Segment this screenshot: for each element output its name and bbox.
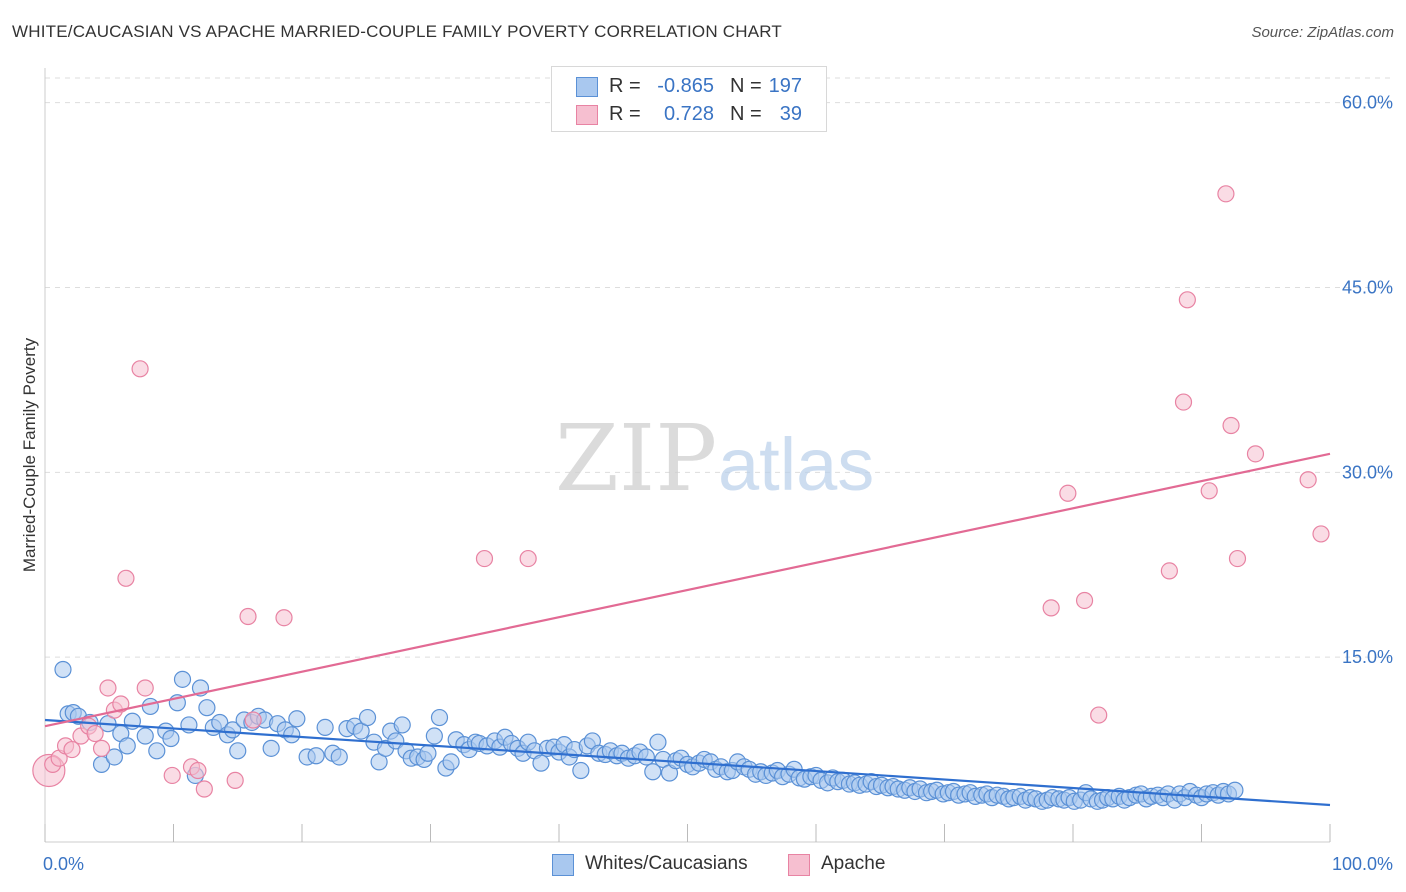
white-point (532, 754, 550, 772)
legend-n-label: N = (730, 75, 762, 97)
legend-r-value: -0.865 (657, 75, 714, 97)
apache-point (117, 569, 135, 587)
apache-point (1042, 599, 1060, 617)
legend-n-value: 39 (779, 103, 802, 125)
apache-point (131, 360, 149, 378)
apache-point (136, 679, 154, 697)
apache-point (1222, 416, 1240, 435)
white-point (572, 761, 590, 780)
white-point (419, 744, 437, 762)
y-tick-label: 60.0% (1342, 93, 1393, 113)
trend-line-whites (44, 718, 1331, 807)
watermark-zip: ZIP (555, 405, 717, 512)
white-point (198, 699, 216, 717)
white-point (229, 742, 247, 760)
correlation-legend: R = -0.865 N = 197 R = 0.728 N = 39 (551, 66, 827, 132)
white-point (224, 721, 242, 739)
apache-point (1299, 471, 1317, 489)
white-point (393, 716, 411, 734)
legend-n-value: 197 (768, 75, 802, 97)
apache-point (86, 724, 104, 743)
watermark: ZIP atlas (555, 405, 874, 512)
y-tick-label: 15.0% (1342, 647, 1393, 667)
data-points (32, 185, 1330, 810)
white-point (148, 742, 166, 760)
apache-point (244, 711, 262, 729)
trend-line-apache (44, 452, 1331, 728)
apache-point (99, 679, 117, 697)
trend-lines (44, 452, 1331, 807)
legend-swatch-blue (576, 77, 598, 97)
apache-point (1075, 591, 1094, 610)
apache-point (475, 549, 494, 568)
x-tick-label: 0.0% (43, 854, 84, 874)
white-point (358, 708, 377, 727)
apache-point (1059, 484, 1077, 502)
white-point (644, 763, 662, 781)
apache-point (519, 549, 537, 568)
apache-point (1178, 291, 1196, 309)
gridlines (45, 77, 1390, 658)
apache-point (1174, 393, 1193, 411)
apache-point (63, 740, 81, 759)
white-point (141, 697, 159, 716)
legend-r-label: R = (609, 75, 641, 97)
white-point (105, 748, 123, 766)
legend-row-whites: R = -0.865 N = 197 (552, 73, 826, 101)
white-point (637, 748, 655, 766)
apache-point (1090, 706, 1108, 724)
apache-point (1312, 525, 1330, 543)
apache-point (275, 609, 293, 627)
white-point (425, 727, 443, 745)
axes (44, 68, 1331, 843)
apache-point (189, 761, 207, 780)
legend-r-label: R = (609, 103, 641, 125)
white-point (54, 660, 72, 679)
white-point (136, 727, 154, 745)
white-point (442, 753, 460, 771)
apache-point (92, 739, 111, 757)
white-point (118, 737, 136, 755)
chart-title: WHITE/CAUCASIAN VS APACHE MARRIED-COUPLE… (12, 22, 782, 41)
white-point (316, 718, 334, 737)
apache-point (195, 780, 213, 798)
x-tick-label: 100.0% (1332, 854, 1393, 874)
y-tick-label: 45.0% (1342, 277, 1393, 297)
legend-swatch-pink (788, 854, 810, 876)
apache-point (226, 771, 244, 789)
apache-point (112, 695, 130, 713)
white-point (430, 708, 449, 727)
white-point (173, 670, 192, 688)
white-point (162, 729, 180, 748)
white-point (283, 726, 301, 744)
apache-point (1228, 549, 1247, 568)
legend-n-label: N = (730, 103, 762, 125)
y-axis-label: Married-Couple Family Poverty (20, 337, 39, 572)
series-name: Apache (821, 853, 886, 874)
legend-swatch-pink (576, 105, 598, 125)
watermark-atlas: atlas (718, 423, 874, 506)
legend-row-apache: R = 0.728 N = 39 (552, 101, 826, 129)
apache-point (239, 607, 257, 626)
source-label: Source: ZipAtlas.com (1251, 24, 1394, 41)
white-point (330, 748, 348, 766)
y-tick-label: 30.0% (1342, 462, 1393, 482)
white-point (649, 733, 667, 751)
legend-r-value: 0.728 (663, 103, 714, 125)
apache-point (163, 766, 181, 785)
apache-point (1246, 445, 1265, 463)
white-point (307, 747, 325, 765)
white-point (262, 739, 280, 757)
tick-labels: 15.0% 30.0% 45.0% 60.0% 0.0% 100.0% (43, 93, 1393, 874)
apache-point (1200, 482, 1218, 500)
white-point (288, 710, 306, 728)
apache-point (1160, 562, 1178, 580)
apache-point (1217, 185, 1235, 203)
series-name: Whites/Caucasians (585, 853, 748, 874)
legend-swatch-blue (552, 854, 574, 876)
white-point (1226, 781, 1244, 799)
